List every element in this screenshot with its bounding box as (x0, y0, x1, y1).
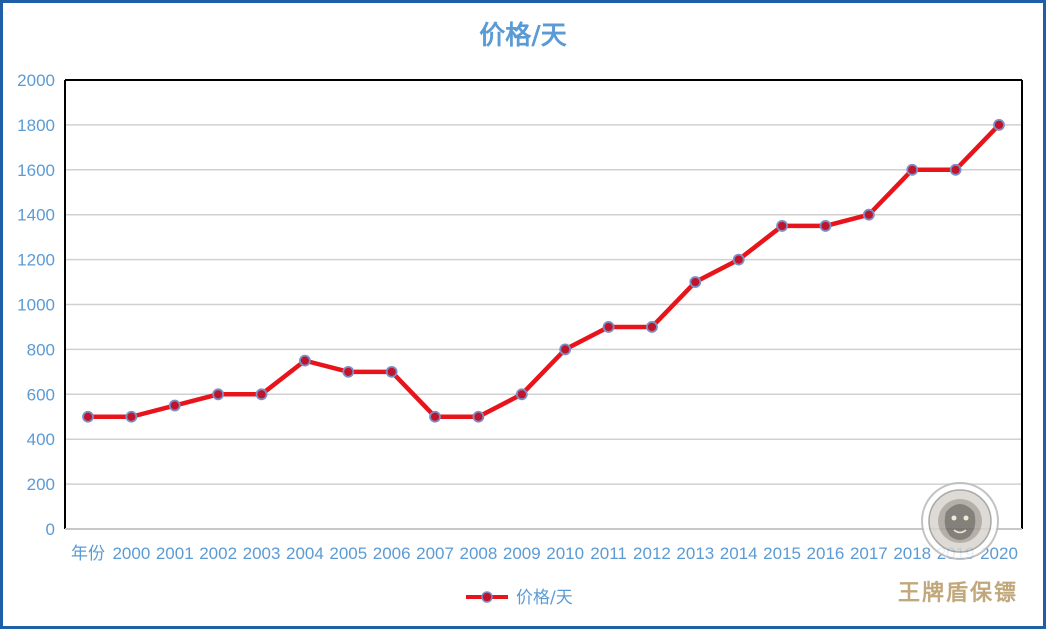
x-tick-label: 2004 (286, 544, 324, 563)
data-point (255, 388, 268, 401)
data-point (993, 119, 1005, 131)
x-tick-label: 2008 (460, 544, 498, 563)
y-tick-label: 1600 (17, 161, 55, 180)
data-points (82, 119, 1005, 423)
data-point (646, 321, 658, 333)
data-point (429, 410, 441, 423)
x-tick-label: 2007 (416, 544, 454, 563)
data-point (602, 321, 615, 333)
x-axis-ticks: 年份 2000 2001 2002 2003 2004 2005 2006 2007 2008 20… (71, 544, 1018, 563)
grid-lines (65, 79, 1022, 485)
x-tick-label: 2002 (199, 544, 237, 563)
data-point (732, 253, 745, 266)
data-point (559, 343, 572, 356)
legend-label: 价格/天 (516, 588, 573, 608)
x-tick-label: 2005 (329, 544, 367, 563)
x-tick-label: 2017 (850, 544, 888, 563)
y-axis-ticks: 0 200 400 600 800 1000 1200 1400 1600 1800 2000 (17, 71, 55, 539)
data-point (689, 276, 702, 288)
x-tick-label: 2000 (112, 544, 150, 563)
data-point (168, 399, 181, 412)
data-point (515, 388, 528, 401)
x-tick-label: 2011 (590, 544, 627, 563)
y-tick-label: 1400 (17, 206, 55, 225)
x-tick-label: 2015 (763, 544, 801, 563)
x-tick-label: 2014 (720, 544, 758, 563)
x-tick-label: 2020 (980, 544, 1018, 563)
y-tick-label: 0 (46, 520, 55, 539)
legend-marker-swatch (481, 591, 493, 603)
y-tick-label: 1200 (17, 251, 55, 270)
y-tick-label: 200 (27, 475, 55, 494)
x-tick-label: 2009 (503, 544, 541, 563)
y-tick-label: 800 (27, 340, 55, 359)
chart-title: 价格/天 (479, 20, 567, 51)
x-tick-label: 2018 (893, 544, 931, 563)
x-tick-label: 2003 (243, 544, 281, 563)
y-tick-label: 1800 (17, 116, 55, 135)
x-tick-label: 2010 (546, 544, 584, 563)
data-point (906, 163, 919, 176)
series-line-layer (85, 122, 1002, 419)
data-point (472, 410, 485, 423)
data-point (819, 220, 832, 232)
data-point (299, 354, 311, 367)
data-point (385, 365, 398, 378)
data-point (212, 388, 225, 401)
axes (64, 79, 1023, 530)
y-tick-label: 400 (27, 430, 55, 449)
data-point (82, 410, 94, 423)
y-tick-label: 1000 (17, 296, 55, 315)
series-line-price-per-day (85, 122, 1002, 419)
y-tick-label: 600 (27, 385, 55, 404)
data-point (125, 410, 138, 423)
data-point (862, 208, 875, 221)
tiger-seal-icon (921, 482, 999, 560)
x-tick-label: 2013 (676, 544, 714, 563)
watermark-brand-text: 王牌盾保镖 (898, 580, 1018, 606)
watermark: 王牌盾保镖 (898, 482, 1018, 606)
x-tick-label: 2006 (373, 544, 411, 563)
legend[interactable]: 价格/天 (466, 588, 573, 608)
y-tick-label: 2000 (17, 71, 55, 90)
data-point (776, 220, 788, 232)
x-tick-label: 2001 (156, 544, 194, 563)
x-tick-label: 年份 (71, 544, 105, 563)
x-tick-label: 2012 (633, 544, 671, 563)
data-point (342, 365, 355, 378)
data-point (949, 163, 962, 176)
x-tick-label: 2016 (807, 544, 845, 563)
